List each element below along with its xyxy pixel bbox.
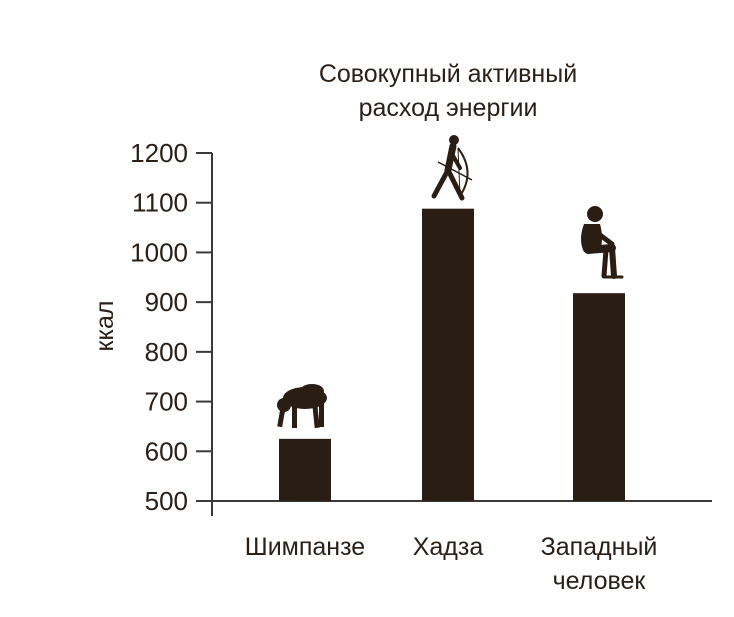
x-tick-label: человек: [553, 567, 647, 595]
y-tick-label: 900: [145, 287, 188, 317]
chart-title-line-2: расход энергии: [359, 94, 538, 122]
bar-1: [279, 438, 331, 501]
x-tick-label: Хадза: [413, 533, 484, 561]
x-tick-label: Шимпанзе: [245, 533, 365, 561]
hadza-walker-icon: [431, 135, 473, 201]
chimpanzee-icon: [277, 384, 327, 429]
bar-3: [573, 293, 625, 501]
y-ticks: 500 600 700 800 900 1000 1100 1200: [130, 138, 212, 516]
y-tick-label: 700: [145, 387, 188, 417]
y-tick-label: 500: [145, 486, 188, 516]
seated-man-icon: [581, 206, 624, 279]
bar-2: [422, 208, 474, 501]
y-tick-label: 600: [145, 436, 188, 466]
x-tick-label: Западный: [541, 533, 658, 561]
y-tick-label: 800: [145, 337, 188, 367]
y-tick-label: 1200: [130, 138, 188, 168]
chart-title-line-1: Совокупный активный: [319, 60, 577, 88]
y-tick-label: 1000: [130, 237, 188, 267]
y-axis-label: ккал: [91, 301, 119, 352]
y-tick-label: 1100: [132, 188, 188, 218]
bars: [279, 208, 625, 501]
x-labels: Шимпанзе Хадза Западный человек: [245, 533, 658, 595]
